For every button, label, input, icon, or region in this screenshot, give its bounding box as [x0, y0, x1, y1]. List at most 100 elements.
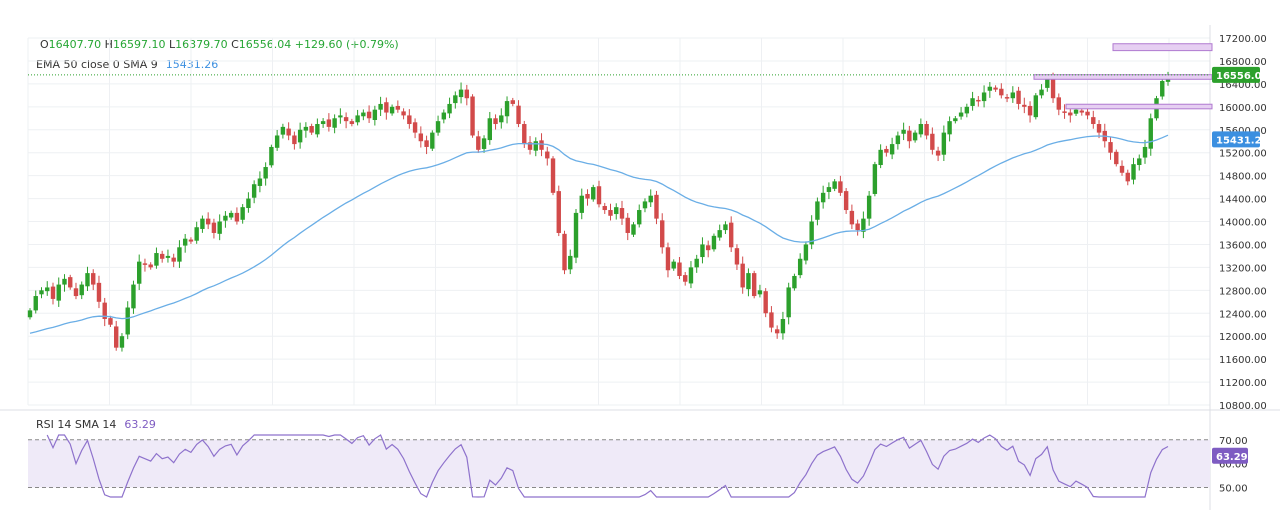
candle — [493, 118, 498, 125]
candle — [889, 144, 895, 155]
high-label: H — [104, 38, 113, 51]
candle — [412, 122, 418, 133]
candle — [797, 258, 803, 276]
candle — [769, 312, 774, 328]
open-label: O — [40, 38, 49, 51]
candle — [280, 126, 286, 135]
candle — [297, 129, 303, 143]
candle — [625, 217, 630, 233]
rsi-legend[interactable]: RSI 14 SMA 14 63.29 — [36, 418, 156, 431]
candle — [303, 126, 309, 131]
candle — [246, 198, 251, 209]
candle — [177, 247, 182, 262]
candle — [470, 96, 475, 136]
candle — [579, 195, 584, 213]
grid — [27, 37, 1210, 406]
candle — [148, 264, 153, 268]
candle — [33, 296, 38, 311]
candle — [68, 277, 73, 288]
candle — [234, 212, 240, 222]
candle — [648, 195, 653, 203]
candle — [430, 132, 435, 149]
candle — [39, 290, 44, 295]
candle — [1096, 124, 1102, 133]
candle — [79, 284, 84, 296]
rsi-value: 63.29 — [124, 418, 156, 431]
candle — [1039, 89, 1044, 96]
candle — [137, 261, 142, 284]
candle — [660, 220, 665, 248]
candle — [878, 149, 883, 166]
y-tick-label: 14800.00 — [1219, 172, 1267, 183]
candle — [171, 257, 176, 262]
y-tick-label: 12400.00 — [1219, 309, 1267, 320]
y-tick-label: 13600.00 — [1219, 240, 1267, 251]
candle — [930, 133, 935, 150]
candle — [545, 151, 550, 159]
candle — [125, 307, 130, 335]
candle — [562, 233, 567, 271]
y-tick-label: 13200.00 — [1219, 263, 1267, 274]
candle — [1050, 79, 1056, 99]
candle — [774, 329, 780, 334]
candle — [591, 187, 596, 200]
ohlc-legend: O16407.70 H16597.10 L16379.70 C16556.04 … — [40, 38, 399, 51]
open-value: 16407.70 — [48, 38, 102, 51]
ema-value-tag: 15431.26 — [1212, 131, 1269, 148]
y-tick-label: 14400.00 — [1219, 195, 1267, 206]
candle — [539, 140, 544, 150]
candle — [182, 238, 188, 246]
candle — [895, 135, 901, 145]
candle — [269, 146, 274, 166]
candle — [815, 201, 820, 220]
candle — [964, 106, 970, 114]
candle — [786, 287, 791, 318]
candle — [1142, 146, 1148, 158]
candle — [1033, 95, 1039, 118]
candle — [349, 121, 355, 125]
candle — [378, 103, 383, 110]
candle — [1004, 97, 1010, 99]
candle — [45, 287, 50, 292]
candle — [366, 111, 372, 119]
candle — [372, 109, 378, 121]
candle — [757, 290, 763, 295]
candle — [838, 181, 843, 193]
candle — [832, 181, 837, 189]
y-tick-label: 10800.00 — [1219, 401, 1267, 412]
rsi-value-tag: 63.29 — [1212, 447, 1248, 464]
candle — [820, 192, 826, 203]
candle — [556, 191, 561, 233]
candle — [1062, 111, 1067, 113]
y-tick-label: 15600.00 — [1219, 126, 1267, 137]
y-tick-label: 15200.00 — [1219, 149, 1267, 160]
candle — [200, 218, 205, 229]
candle — [401, 111, 406, 116]
candle — [1137, 158, 1142, 166]
candle — [516, 105, 521, 125]
y-tick-label: 11600.00 — [1219, 355, 1267, 366]
candle — [688, 267, 694, 284]
candle — [389, 106, 395, 114]
candle — [596, 186, 602, 205]
candle — [315, 124, 320, 135]
rsi-label: RSI 14 SMA 14 — [36, 418, 117, 431]
candle — [642, 201, 648, 209]
candle — [763, 291, 768, 314]
candle — [912, 132, 918, 141]
candle — [108, 318, 113, 325]
candle — [993, 87, 998, 90]
candle — [85, 273, 90, 287]
candle — [73, 288, 79, 297]
high-value: 16597.10 — [112, 38, 166, 51]
candle — [1022, 104, 1027, 107]
candle — [476, 136, 481, 150]
candle — [142, 263, 148, 265]
candle — [614, 207, 619, 215]
y-tick-label: 16000.00 — [1219, 103, 1267, 114]
rsi-tag-bg — [1212, 447, 1248, 464]
candle — [453, 95, 458, 104]
candle — [361, 112, 366, 117]
candle — [918, 124, 924, 135]
